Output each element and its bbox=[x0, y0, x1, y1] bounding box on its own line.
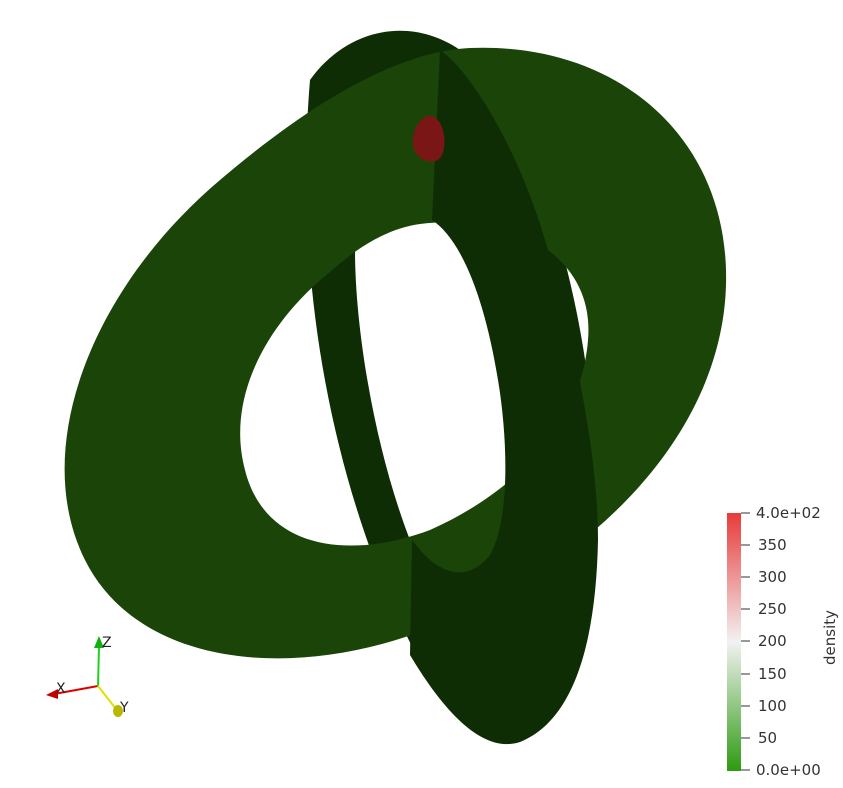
horizontal-ring bbox=[64, 47, 727, 659]
x-axis-arrow-icon bbox=[46, 689, 58, 699]
colorbar-ticks bbox=[741, 512, 750, 771]
colorbar-tick-label: 250 bbox=[758, 600, 787, 618]
y-axis-label: Y bbox=[119, 700, 129, 716]
orientation-axes: X Y Z bbox=[46, 635, 129, 717]
z-axis-label: Z bbox=[102, 635, 112, 651]
colorbar-tick-label: 4.0e+02 bbox=[756, 504, 821, 522]
x-axis-label: X bbox=[56, 681, 66, 697]
colorbar-title: density bbox=[821, 610, 839, 665]
z-axis-arrow-icon bbox=[94, 636, 104, 648]
colorbar-tick-label: 300 bbox=[758, 568, 787, 586]
colorbar-gradient bbox=[727, 513, 741, 771]
y-axis-arrow-icon bbox=[113, 705, 123, 717]
colorbar-tick-label: 50 bbox=[758, 729, 778, 747]
vertical-ring-front bbox=[410, 50, 598, 745]
colorbar-tick-label: 200 bbox=[758, 632, 787, 650]
colorbar-tick-label: 350 bbox=[758, 536, 787, 554]
colorbar-tick-label: 100 bbox=[758, 697, 787, 715]
colorbar-tick-label: 150 bbox=[758, 665, 787, 683]
density-hotspot bbox=[412, 115, 445, 162]
colorbar-tick-label: 0.0e+00 bbox=[756, 761, 821, 779]
